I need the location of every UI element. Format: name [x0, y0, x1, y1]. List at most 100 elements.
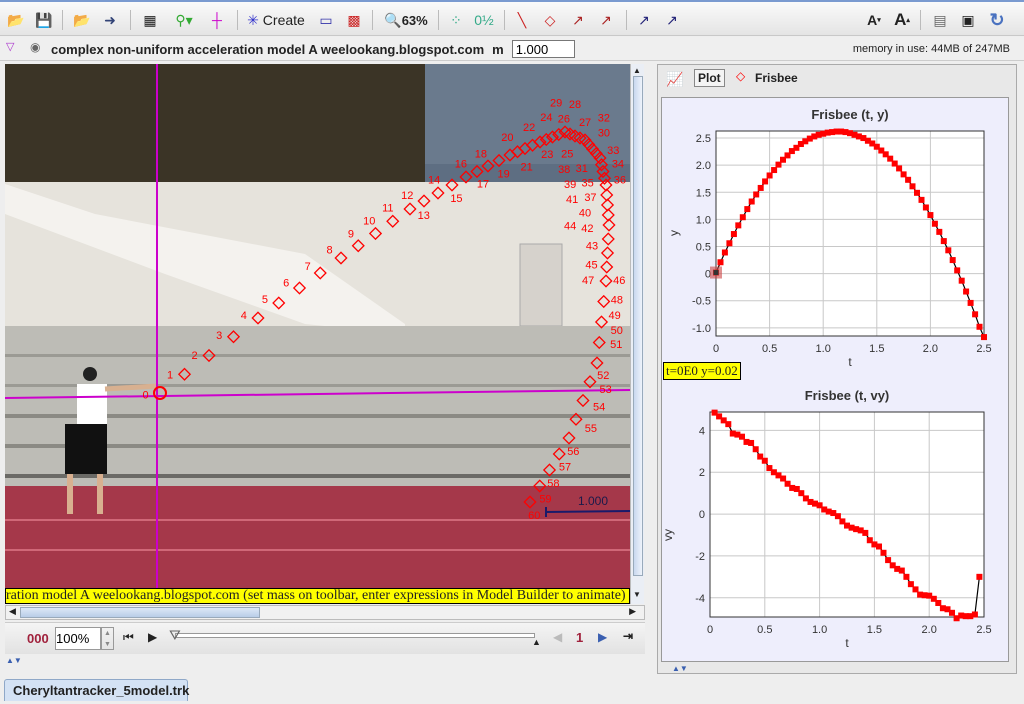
- data-point: [729, 430, 736, 437]
- calibration-length[interactable]: 1.000: [578, 494, 609, 508]
- frame-label: 7: [305, 261, 311, 273]
- hscroll-thumb[interactable]: [20, 607, 260, 618]
- divider-arrows-icon[interactable]: ▲▼: [672, 664, 688, 673]
- data-point: [797, 141, 804, 148]
- data-point: [866, 537, 873, 544]
- data-point: [780, 156, 786, 163]
- acceleration-icon[interactable]: ↗: [600, 11, 612, 28]
- data-point: [967, 299, 974, 306]
- selected-point-marker[interactable]: [153, 386, 167, 400]
- scroll-left-icon[interactable]: ◀: [9, 606, 16, 616]
- data-point: [757, 184, 764, 191]
- rate-spinner[interactable]: ▲ ▼: [101, 627, 114, 650]
- data-point: [802, 138, 809, 145]
- track-selector[interactable]: Frisbee: [755, 71, 798, 85]
- frame-label: 44: [564, 221, 576, 233]
- trajectory-point: [590, 356, 604, 370]
- plot-view-icon[interactable]: 📈: [666, 71, 684, 87]
- tab-file[interactable]: Cheryltantracker_5model.trk: [4, 679, 189, 701]
- trail-icon[interactable]: ▩: [347, 11, 361, 28]
- frame-label: 27: [579, 117, 591, 129]
- open-icon[interactable]: 📂: [7, 11, 25, 28]
- open-video-icon[interactable]: 📂: [73, 11, 91, 28]
- calibration-stick[interactable]: [545, 510, 630, 513]
- data-point: [853, 526, 860, 533]
- step-forward-icon[interactable]: ▶: [598, 630, 608, 644]
- dropdown-triangle-icon[interactable]: ▽: [6, 41, 15, 53]
- create-button[interactable]: ✳ Create: [247, 11, 305, 29]
- rate-field[interactable]: [55, 627, 101, 650]
- export-icon[interactable]: ➜: [104, 11, 116, 28]
- data-point: [880, 549, 887, 556]
- plot-readout: t=0E0 y=0.02: [663, 362, 741, 380]
- x-tick-label: 1.5: [867, 624, 882, 636]
- frame-slider[interactable]: [175, 633, 535, 638]
- frame-number[interactable]: 000: [27, 631, 49, 646]
- reset-icon[interactable]: ⏮: [123, 630, 134, 644]
- page-icon[interactable]: ▣: [961, 11, 975, 28]
- slider-thumb[interactable]: ⛛: [169, 627, 181, 643]
- tab-plot[interactable]: Plot: [694, 69, 725, 87]
- data-point: [716, 413, 723, 420]
- path-icon[interactable]: ╲: [517, 11, 527, 28]
- data-point: [815, 131, 822, 138]
- video-frame[interactable]: 0123456789101112131415161718192021222324…: [5, 64, 630, 590]
- mark-points-icon[interactable]: ⁘: [450, 11, 462, 28]
- data-point: [918, 196, 925, 203]
- clip-settings-icon[interactable]: ▦: [143, 11, 157, 28]
- vertical-scrollbar[interactable]: ▲ ▼: [630, 64, 644, 604]
- velocity-icon[interactable]: ↗: [572, 11, 584, 28]
- scroll-right-icon[interactable]: ▶: [629, 606, 636, 616]
- divider-arrows-icon[interactable]: ▲▼: [6, 656, 22, 665]
- y-tick-label: 4: [699, 425, 705, 437]
- video-view[interactable]: 0 1 2 3 4 5 6 7 8 9 10 11 12 13 14 15 16 17 18 19 20 21 22 23 24…: [5, 64, 630, 590]
- data-point: [735, 222, 742, 229]
- frame-label: 50: [611, 325, 623, 337]
- data-point: [855, 133, 862, 140]
- axes-icon[interactable]: ┼: [212, 12, 222, 28]
- font-increase-icon[interactable]: A ▴: [894, 10, 910, 29]
- data-point: [717, 259, 724, 266]
- mass-field[interactable]: [511, 40, 575, 58]
- data-point: [921, 592, 928, 599]
- data-point: [811, 500, 818, 507]
- step-back-icon[interactable]: ◀: [553, 630, 563, 644]
- y-tick-label: -1.0: [692, 323, 711, 335]
- data-point: [976, 573, 983, 580]
- trajectory-point: [403, 202, 417, 216]
- ruler-icon[interactable]: ▭: [319, 11, 333, 28]
- momentum-icon[interactable]: ↗: [666, 11, 678, 28]
- track-name[interactable]: complex non-uniform acceleration model A…: [51, 41, 485, 57]
- scroll-down-icon[interactable]: ▼: [633, 590, 641, 599]
- scroll-up-icon[interactable]: ▲: [633, 66, 641, 75]
- y-tick-label: 0: [699, 509, 705, 521]
- refresh-icon[interactable]: ↻: [989, 9, 1005, 30]
- frame-label: 35: [582, 177, 594, 189]
- frame-label: 36: [614, 175, 626, 187]
- force-icon[interactable]: ↗: [638, 11, 650, 28]
- label-icon[interactable]: 0½: [474, 12, 494, 28]
- trajectory-point: [313, 266, 327, 280]
- scroll-thumb[interactable]: [633, 76, 643, 576]
- frame-label: 1: [167, 370, 173, 382]
- save-icon[interactable]: 💾: [35, 11, 53, 28]
- play-icon[interactable]: ▶: [148, 630, 158, 644]
- x-tick-label: 1.0: [816, 343, 831, 355]
- memory-status: memory in use: 44MB of 247MB: [852, 43, 1010, 55]
- axes-horizontal[interactable]: [5, 389, 630, 399]
- data-point: [748, 198, 755, 205]
- horizontal-scrollbar[interactable]: ◀ ▶: [5, 605, 645, 620]
- trajectory-point: [592, 335, 606, 350]
- end-marker-icon[interactable]: ▲: [532, 637, 541, 647]
- step-size[interactable]: 1: [576, 630, 584, 645]
- notes-icon[interactable]: ▤: [933, 11, 947, 28]
- font-decrease-icon[interactable]: A ▾: [867, 12, 881, 28]
- calibration-icon[interactable]: ⚲▾: [175, 11, 193, 28]
- loop-icon[interactable]: ⇥: [623, 629, 634, 643]
- zoom-button[interactable]: 🔍 63%: [384, 11, 428, 28]
- plots-svg[interactable]: Frisbee (t, y) 0 0.5 1.0 1.5 2.0 2.5 -1.0 -0.5 0 0…: [661, 98, 1010, 663]
- trajectory-point: [545, 130, 560, 144]
- frame-label: 54: [593, 401, 605, 413]
- main-toolbar: 📂 💾 📂 ➜ ▦ ⚲▾ ┼ ✳ Create ▭ ▩ 🔍 63% ⁘ 0½ ╲ …: [0, 0, 1024, 36]
- position-icon[interactable]: ◇: [544, 11, 556, 28]
